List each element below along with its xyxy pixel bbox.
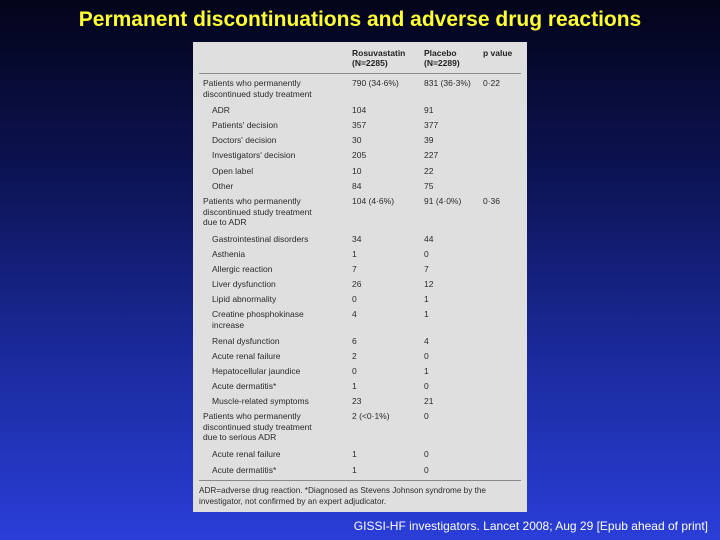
table-footnote: ADR=adverse drug reaction. *Diagnosed as… — [199, 486, 486, 506]
rosuvastatin-value: 2 — [352, 351, 357, 361]
placebo-value: 1 — [424, 366, 429, 376]
row-label: Open label — [212, 166, 254, 176]
rosuvastatin-value: 30 — [352, 135, 362, 145]
rosuvastatin-value: 1 — [352, 249, 357, 259]
row-label: ADR — [212, 105, 230, 115]
placebo-value: 377 — [424, 120, 439, 130]
row-label: Creatine phosphokinase increase — [212, 309, 304, 330]
placebo-value: 0 — [424, 449, 429, 459]
header-placebo: Placebo (N=2289) — [424, 48, 460, 68]
citation: GISSI-HF investigators. Lancet 2008; Aug… — [353, 519, 708, 533]
rosuvastatin-value: 6 — [352, 336, 357, 346]
row-label: Investigators' decision — [212, 150, 296, 160]
header-rosuvastatin: Rosuvastatin (N=2285) — [352, 48, 406, 68]
rosuvastatin-value: 26 — [352, 279, 362, 289]
placebo-value: 1 — [424, 309, 429, 319]
placebo-value: 4 — [424, 336, 429, 346]
footer-divider — [199, 480, 521, 481]
placebo-value: 0 — [424, 249, 429, 259]
placebo-value: 44 — [424, 234, 434, 244]
row-label: Patients who permanently discontinued st… — [203, 196, 312, 227]
rosuvastatin-value: 84 — [352, 181, 362, 191]
rosuvastatin-value: 1 — [352, 449, 357, 459]
rosuvastatin-value: 0 — [352, 294, 357, 304]
table-header: Rosuvastatin (N=2285) Placebo (N=2289) p… — [193, 42, 527, 72]
rosuvastatin-value: 34 — [352, 234, 362, 244]
rosuvastatin-value: 1 — [352, 465, 357, 475]
row-label: Patients' decision — [212, 120, 278, 130]
rosuvastatin-value: 2 (<0·1%) — [352, 411, 390, 421]
rosuvastatin-value: 1 — [352, 381, 357, 391]
placebo-value: 0 — [424, 411, 429, 421]
p-value: 0·22 — [483, 78, 501, 88]
row-label: Lipid abnormality — [212, 294, 277, 304]
row-label: Asthenia — [212, 249, 246, 259]
placebo-value: 12 — [424, 279, 434, 289]
header-p-value: p value — [483, 48, 513, 58]
rosuvastatin-value: 10 — [352, 166, 362, 176]
row-label: Patients who permanently discontinued st… — [203, 411, 312, 442]
placebo-value: 1 — [424, 294, 429, 304]
row-label: Acute renal failure — [212, 449, 281, 459]
placebo-value: 91 (4·0%) — [424, 196, 462, 206]
rosuvastatin-value: 23 — [352, 396, 362, 406]
rosuvastatin-value: 4 — [352, 309, 357, 319]
placebo-value: 7 — [424, 264, 429, 274]
p-value: 0·36 — [483, 196, 501, 206]
row-label: Hepatocellular jaundice — [212, 366, 301, 376]
row-label: Doctors' decision — [212, 135, 277, 145]
placebo-value: 831 (36·3%) — [424, 78, 471, 88]
row-label: Gastrointestinal disorders — [212, 234, 309, 244]
placebo-value: 91 — [424, 105, 434, 115]
rosuvastatin-value: 104 — [352, 105, 367, 115]
row-label: Muscle-related symptoms — [212, 396, 309, 406]
placebo-value: 75 — [424, 181, 434, 191]
placebo-value: 0 — [424, 351, 429, 361]
placebo-value: 22 — [424, 166, 434, 176]
row-label: Allergic reaction — [212, 264, 273, 274]
placebo-value: 0 — [424, 381, 429, 391]
placebo-value: 39 — [424, 135, 434, 145]
placebo-value: 0 — [424, 465, 429, 475]
row-label: Renal dysfunction — [212, 336, 280, 346]
rosuvastatin-value: 104 (4·6%) — [352, 196, 395, 206]
row-label: Other — [212, 181, 234, 191]
slide-title: Permanent discontinuations and adverse d… — [78, 8, 642, 31]
placebo-value: 21 — [424, 396, 434, 406]
row-label: Patients who permanently discontinued st… — [203, 78, 312, 99]
row-label: Acute renal failure — [212, 351, 281, 361]
rosuvastatin-value: 7 — [352, 264, 357, 274]
results-table: Rosuvastatin (N=2285) Placebo (N=2289) p… — [193, 42, 527, 512]
placebo-value: 227 — [424, 150, 439, 160]
rosuvastatin-value: 205 — [352, 150, 367, 160]
header-divider — [199, 73, 521, 74]
row-label: Acute dermatitis* — [212, 381, 277, 391]
rosuvastatin-value: 357 — [352, 120, 367, 130]
rosuvastatin-value: 790 (34·6%) — [352, 78, 399, 88]
row-label: Acute dermatitis* — [212, 465, 277, 475]
rosuvastatin-value: 0 — [352, 366, 357, 376]
row-label: Liver dysfunction — [212, 279, 276, 289]
